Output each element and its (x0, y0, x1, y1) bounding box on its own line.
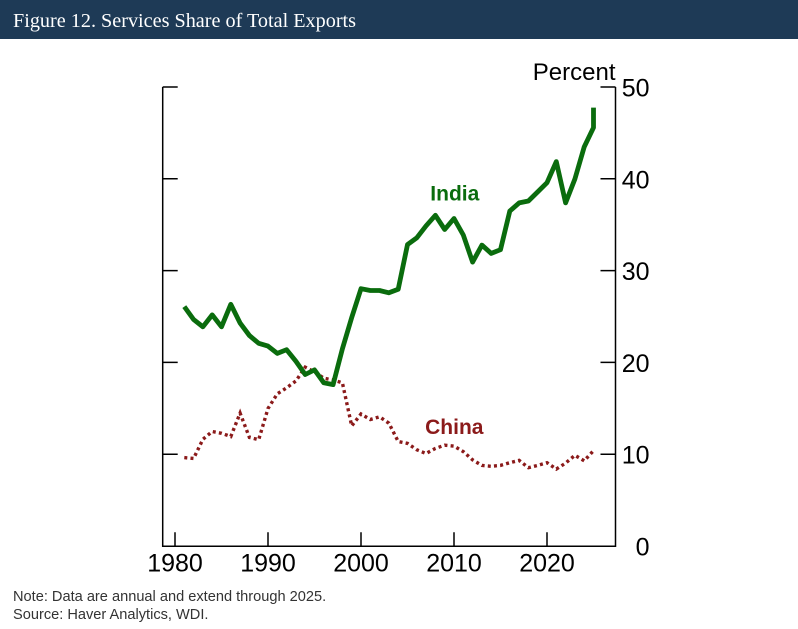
svg-text:India: India (430, 182, 479, 205)
svg-text:10: 10 (622, 442, 650, 470)
svg-text:40: 40 (622, 166, 650, 194)
svg-text:2000: 2000 (333, 550, 389, 578)
svg-text:2020: 2020 (519, 550, 575, 578)
svg-text:2010: 2010 (426, 550, 482, 578)
svg-text:50: 50 (622, 75, 650, 103)
svg-text:1990: 1990 (240, 550, 296, 578)
svg-text:1980: 1980 (147, 550, 203, 578)
svg-text:Percent: Percent (533, 59, 616, 86)
svg-text:0: 0 (636, 534, 650, 562)
svg-text:20: 20 (622, 350, 650, 378)
svg-text:China: China (425, 416, 484, 439)
svg-text:30: 30 (622, 258, 650, 286)
